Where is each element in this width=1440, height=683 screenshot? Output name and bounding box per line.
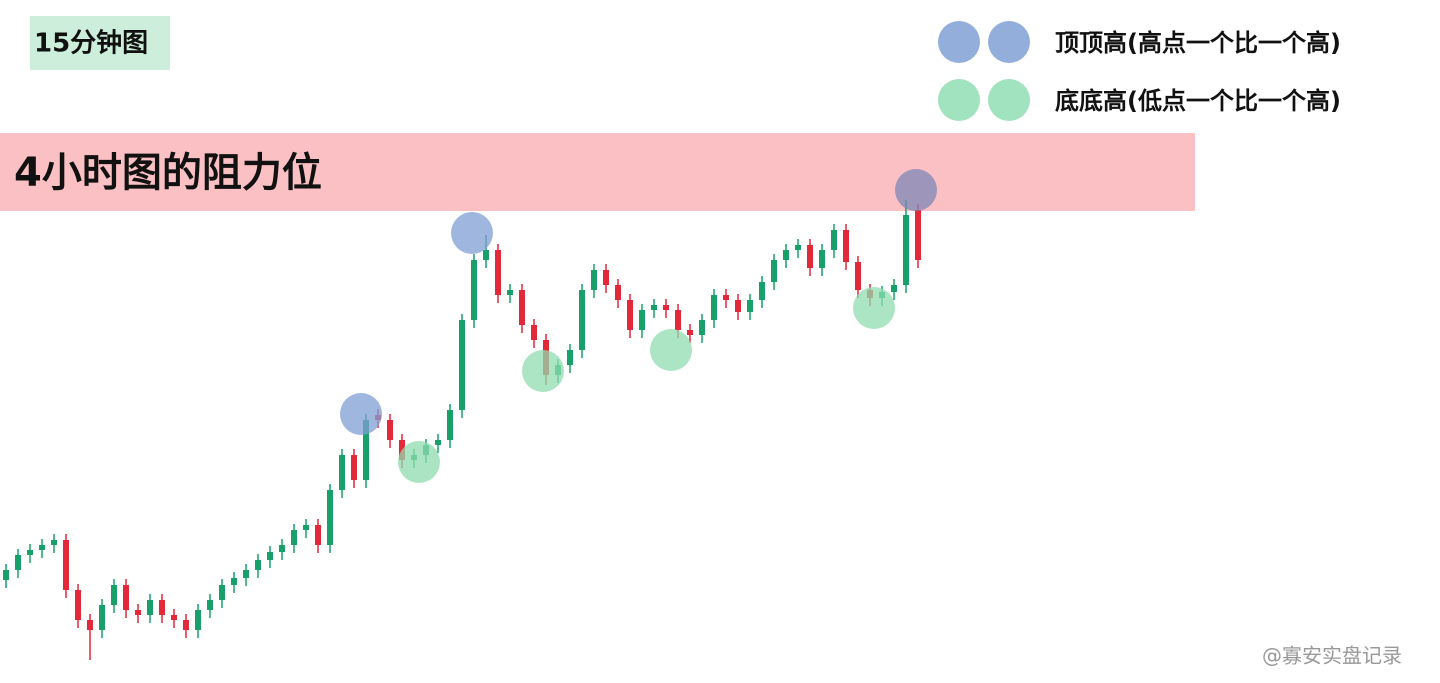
candle-body — [783, 250, 789, 260]
legend-swatch — [938, 79, 980, 121]
candle-body — [591, 270, 597, 290]
candle-body — [75, 590, 81, 620]
candle-body — [903, 215, 909, 285]
candle-body — [651, 305, 657, 310]
candle-body — [183, 620, 189, 630]
candle-body — [51, 540, 57, 545]
candle-body — [807, 245, 813, 268]
candle-body — [447, 410, 453, 440]
candle-body — [759, 282, 765, 300]
candle-body — [195, 610, 201, 630]
candle-body — [171, 615, 177, 620]
watermark: @寡安实盘记录 — [1262, 644, 1402, 668]
low-marker — [522, 350, 564, 392]
candle-body — [531, 325, 537, 340]
candle-body — [147, 600, 153, 615]
candle-body — [891, 285, 897, 292]
low-marker — [650, 329, 692, 371]
legend-swatch — [988, 21, 1030, 63]
candle-body — [735, 300, 741, 312]
candle-body — [339, 455, 345, 490]
candle-body — [351, 455, 357, 480]
candle-body — [315, 525, 321, 545]
high-marker — [895, 169, 937, 211]
candle-body — [639, 310, 645, 330]
candle-body — [435, 440, 441, 445]
legend-label: 顶顶高(高点一个比一个高) — [1055, 29, 1341, 57]
candle-body — [279, 545, 285, 552]
high-marker — [340, 393, 382, 435]
candle-body — [819, 250, 825, 268]
title-bg — [30, 16, 170, 70]
candle-body — [915, 210, 921, 260]
candle-body — [27, 550, 33, 555]
candle-body — [843, 230, 849, 262]
candle-body — [219, 585, 225, 600]
candle-body — [63, 540, 69, 590]
candle-body — [711, 295, 717, 320]
candle-body — [387, 420, 393, 440]
candle-body — [615, 285, 621, 300]
candle-body — [267, 552, 273, 560]
candle-body — [243, 570, 249, 578]
candle-body — [507, 290, 513, 295]
candle-body — [675, 310, 681, 330]
candle-body — [303, 525, 309, 530]
low-marker — [398, 441, 440, 483]
candle-body — [99, 605, 105, 630]
candle-body — [15, 555, 21, 570]
candle-body — [747, 300, 753, 312]
legend-swatch — [988, 79, 1030, 121]
candle-body — [771, 260, 777, 282]
candle-body — [255, 560, 261, 570]
candle-body — [495, 250, 501, 295]
candle-body — [723, 295, 729, 300]
candle-body — [135, 610, 141, 615]
candle-body — [855, 262, 861, 290]
candle-body — [831, 230, 837, 250]
candle-body — [3, 570, 9, 580]
candle-body — [459, 320, 465, 410]
candle-body — [795, 245, 801, 250]
zone-label: 4小时图的阻力位 — [14, 150, 322, 196]
candle-body — [291, 530, 297, 545]
candle-body — [483, 250, 489, 260]
annotations — [340, 169, 937, 483]
candle-body — [603, 270, 609, 285]
candle-body — [663, 305, 669, 310]
candle-body — [159, 600, 165, 615]
candle-body — [87, 620, 93, 630]
legend-label: 底底高(低点一个比一个高) — [1055, 87, 1341, 115]
candle-body — [687, 330, 693, 335]
candle-body — [39, 545, 45, 550]
candle-body — [327, 490, 333, 545]
candle-body — [699, 320, 705, 335]
chart-title: 15分钟图 — [34, 28, 148, 59]
candle-body — [627, 300, 633, 330]
high-marker — [451, 212, 493, 254]
candle-body — [207, 600, 213, 610]
candle-body — [567, 350, 573, 365]
low-marker — [853, 287, 895, 329]
candle-body — [123, 585, 129, 610]
resistance-zone — [0, 133, 1195, 211]
candle-body — [471, 260, 477, 320]
candle-body — [579, 290, 585, 350]
candle-body — [363, 420, 369, 480]
candle-body — [519, 290, 525, 325]
candle-body — [111, 585, 117, 605]
legend-swatch — [938, 21, 980, 63]
candle-body — [231, 578, 237, 585]
